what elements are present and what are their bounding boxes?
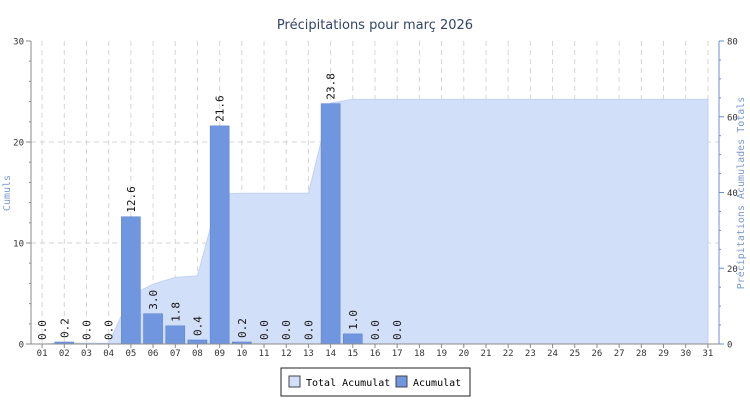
legend-box <box>280 367 471 397</box>
bar-acumulat-06 <box>143 313 163 345</box>
x-tick-label-30: 30 <box>680 349 691 359</box>
x-tick-label-27: 27 <box>614 349 625 359</box>
bar-value-label-16: 0.0 <box>369 320 382 340</box>
x-tick-label-21: 21 <box>481 349 492 359</box>
chart-title: Précipitations pour març 2026 <box>277 18 473 33</box>
x-tick-label-14: 14 <box>325 349 336 359</box>
y-axis-label-right: Précipitations Acumulades Totals <box>735 97 747 290</box>
bar-acumulat-15 <box>343 333 363 345</box>
x-tick-label-10: 10 <box>236 349 247 359</box>
bar-value-label-08: 0.4 <box>191 316 204 336</box>
x-tick-label-28: 28 <box>636 349 647 359</box>
y-tick-label-right: 40 <box>727 189 738 199</box>
bar-acumulat-09 <box>209 125 230 345</box>
y-tick-label-right: 80 <box>727 38 738 48</box>
x-tick-label-29: 29 <box>658 349 669 359</box>
x-tick-label-20: 20 <box>458 349 469 359</box>
x-tick-label-26: 26 <box>592 349 603 359</box>
bar-value-label-07: 1.8 <box>169 302 182 322</box>
bar-value-label-15: 1.0 <box>347 310 360 330</box>
legend: Total Acumulat Acumulat <box>280 367 471 397</box>
bar-value-label-02: 0.2 <box>58 318 71 338</box>
bar-acumulat-05 <box>121 216 141 345</box>
bar-acumulat-08 <box>187 339 208 345</box>
total-acumulat-area <box>42 98 709 345</box>
bar-acumulat-07 <box>165 325 186 345</box>
x-tick-label-05: 05 <box>125 349 136 359</box>
bar-value-label-04: 0.0 <box>103 320 116 340</box>
x-tick-label-12: 12 <box>281 349 292 359</box>
y-axis-label-left: Cumuls <box>2 175 13 211</box>
bar-value-label-06: 3.0 <box>147 290 160 310</box>
bar-value-label-03: 0.0 <box>80 320 93 340</box>
bar-acumulat-14 <box>320 103 341 345</box>
x-tick-label-09: 09 <box>214 349 225 359</box>
x-tick-label-25: 25 <box>569 349 580 359</box>
x-tick-label-02: 02 <box>59 349 70 359</box>
bar-value-labels: 0.0 0.2 0.0 0.0 12.6 3.0 1.8 0.4 21.6 0.2 0.0 0.0 0.… <box>36 73 404 340</box>
x-tick-label-15: 15 <box>347 349 358 359</box>
x-tick-label-19: 19 <box>436 349 447 359</box>
bar-value-label-17: 0.0 <box>391 320 404 340</box>
x-tick-label-01: 01 <box>37 349 48 359</box>
x-tick-label-03: 03 <box>81 349 92 359</box>
bar-value-label-10: 0.2 <box>236 318 249 338</box>
legend-swatch-total <box>288 375 301 388</box>
bar-value-label-13: 0.0 <box>302 320 315 340</box>
y-tick-label-left: 0 <box>19 341 24 351</box>
x-tick-label-04: 04 <box>103 349 114 359</box>
x-tick-label-23: 23 <box>525 349 536 359</box>
x-tick-label-31: 31 <box>702 349 713 359</box>
total-acumulat-area-path <box>42 98 709 345</box>
y-tick-label-left: 20 <box>13 139 24 149</box>
bar-value-label-05: 12.6 <box>125 186 138 213</box>
x-tick-label-06: 06 <box>148 349 159 359</box>
bar-value-label-11: 0.0 <box>258 320 271 340</box>
bar-value-label-14: 23.8 <box>325 73 338 100</box>
x-tick-label-18: 18 <box>414 349 425 359</box>
x-tick-label-11: 11 <box>259 349 270 359</box>
y-tick-label-left: 10 <box>13 240 24 250</box>
x-tick-label-24: 24 <box>547 349 558 359</box>
x-tick-label-13: 13 <box>303 349 314 359</box>
y-tick-label-right: 0 <box>727 341 732 351</box>
x-tick-label-07: 07 <box>170 349 181 359</box>
x-tick-label-22: 22 <box>503 349 514 359</box>
legend-label-acumulat: Acumulat <box>413 378 461 389</box>
bar-value-label-01: 0.0 <box>36 320 49 340</box>
x-tick-label-16: 16 <box>370 349 381 359</box>
bar-value-label-09: 21.6 <box>214 95 227 122</box>
legend-swatch-acumulat <box>395 375 408 388</box>
y-tick-label-right: 60 <box>727 113 738 123</box>
acumulat-bars <box>54 103 363 345</box>
legend-label-total: Total Acumulat <box>306 378 390 389</box>
x-tick-label-17: 17 <box>392 349 403 359</box>
y-tick-label-left: 30 <box>13 38 24 48</box>
y-tick-label-right: 20 <box>727 265 738 275</box>
axes: 0 10 20 30 0 20 40 60 80 01 02 03 04 05 06 07 08 09 10 11 12… <box>13 38 738 360</box>
x-tick-label-08: 08 <box>192 349 203 359</box>
bar-value-label-12: 0.0 <box>280 320 293 340</box>
